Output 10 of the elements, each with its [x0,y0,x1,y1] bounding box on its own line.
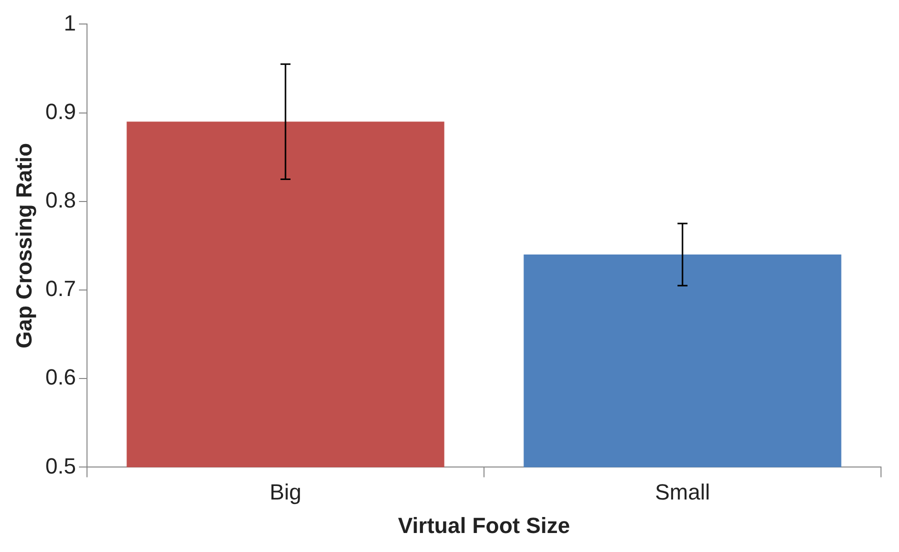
x-tick-label: Small [654,479,710,504]
y-tick-label: 0.7 [45,276,76,302]
y-tick-label: 1 [64,10,76,36]
y-tick-label: 0.8 [45,187,76,212]
y-axis-title: Gap Crossing Ratio [11,143,36,348]
y-tick-label: 0.9 [45,98,76,124]
y-tick-label: 0.5 [45,453,76,478]
x-tick-label: Big [270,479,302,504]
y-tick-label: 0.6 [45,364,76,390]
x-axis-title: Virtual Foot Size [398,512,570,538]
